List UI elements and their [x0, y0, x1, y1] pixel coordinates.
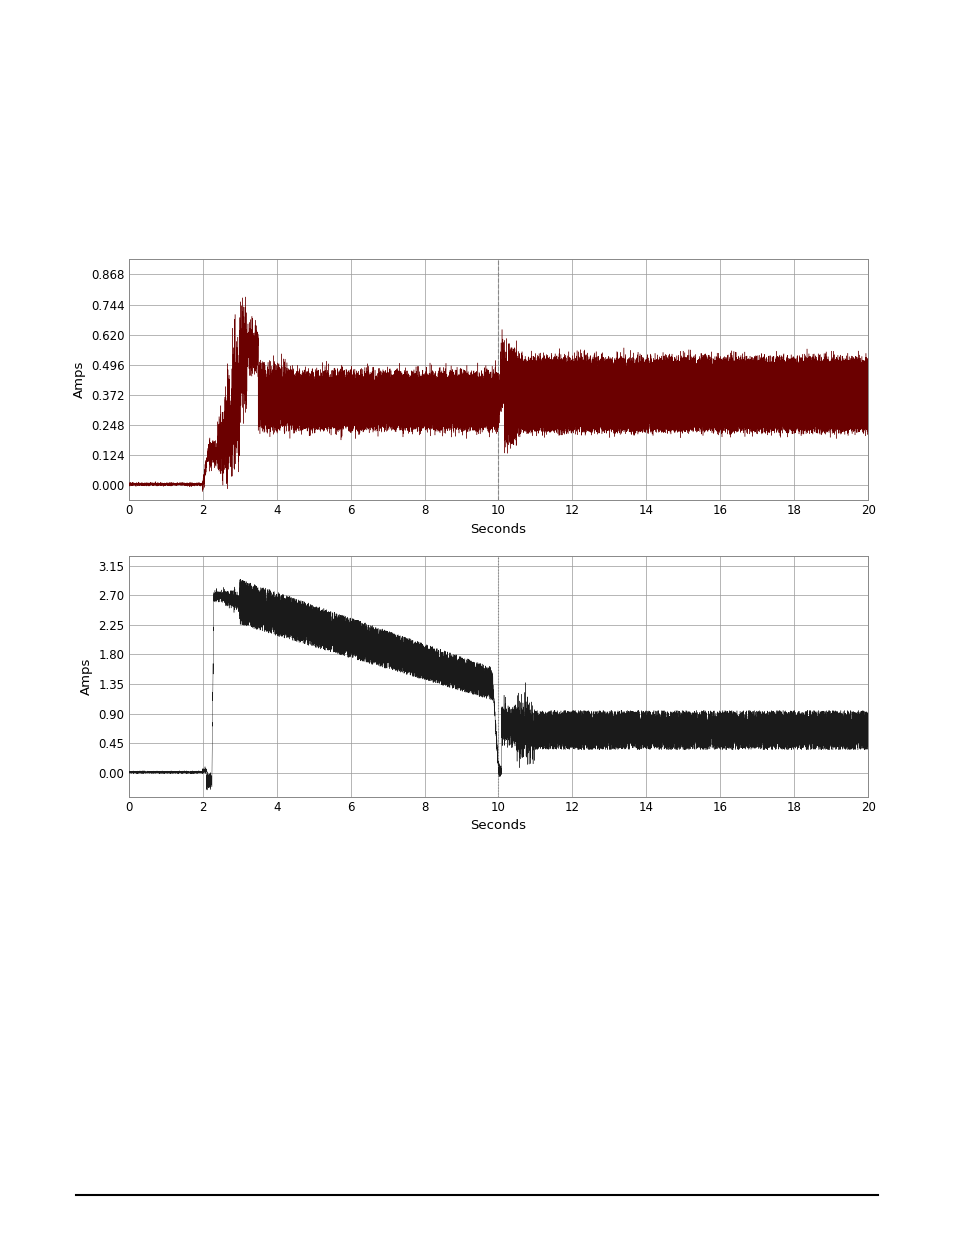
Y-axis label: Amps: Amps — [80, 657, 92, 695]
X-axis label: Seconds: Seconds — [470, 819, 526, 832]
X-axis label: Seconds: Seconds — [470, 522, 526, 536]
Y-axis label: Amps: Amps — [72, 361, 86, 399]
